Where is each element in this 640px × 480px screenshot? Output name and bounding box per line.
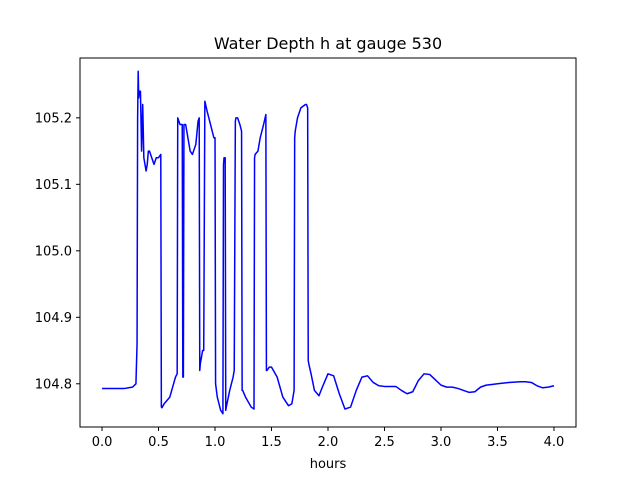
y-tick-label: 105.2 — [35, 111, 72, 126]
series-line-0 — [102, 70, 555, 415]
y-tick-label: 105.1 — [35, 178, 72, 193]
x-tick-label: 3.0 — [431, 435, 452, 450]
x-tick-label: 2.0 — [318, 435, 339, 450]
y-axis-ticks: 104.8 104.9 105.0 105.1 105.2 — [35, 111, 80, 392]
x-tick-label: 2.5 — [374, 435, 395, 450]
y-tick-label: 104.9 — [35, 311, 72, 326]
plot-frame — [79, 57, 577, 428]
x-tick-label: 3.5 — [487, 435, 508, 450]
plot-background — [80, 58, 576, 427]
chart-title: Water Depth h at gauge 530 — [214, 34, 442, 53]
x-tick-label: 0.0 — [92, 435, 113, 450]
x-tick-label: 1.5 — [261, 435, 282, 450]
series-layer — [102, 70, 555, 415]
x-tick-label: 0.5 — [148, 435, 169, 450]
y-tick-label: 105.0 — [35, 244, 72, 259]
x-axis-ticks: 0.0 0.5 1.0 1.5 2.0 2.5 3.0 3.5 4.0 — [92, 427, 565, 450]
x-tick-label: 4.0 — [544, 435, 565, 450]
y-tick-label: 104.8 — [35, 377, 72, 392]
x-axis-label: hours — [310, 457, 347, 472]
x-tick-label: 1.0 — [205, 435, 226, 450]
